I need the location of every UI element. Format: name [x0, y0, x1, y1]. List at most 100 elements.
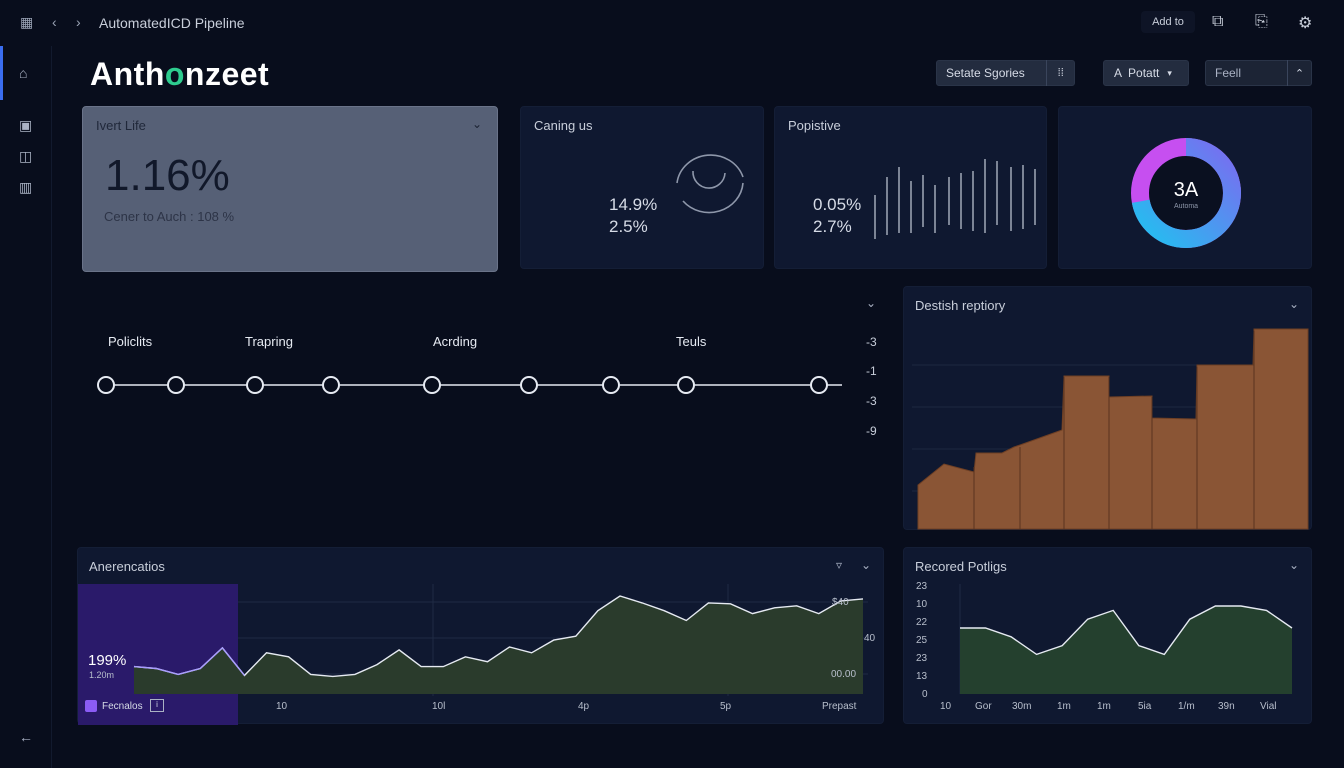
bar-area-chart [912, 328, 1309, 530]
y-axis-label: 23 [916, 581, 928, 592]
y-axis-label: 10 [916, 599, 928, 610]
area-chart-card[interactable]: Anerencatios ▿ ⌄ 199% 1.20m Fecnalos i 1… [77, 547, 884, 725]
pipeline-node[interactable] [322, 376, 340, 394]
highlight-region [78, 584, 238, 725]
chevron-down-icon: ▾ [1167, 67, 1172, 78]
x-axis-label: 10 [940, 701, 952, 712]
positive-value-1: 0.05% [813, 195, 862, 214]
pipeline-node[interactable] [97, 376, 115, 394]
y-axis-label: 40 [864, 633, 876, 644]
donut-card[interactable]: 3A Automa [1058, 106, 1312, 269]
area-line [133, 595, 864, 678]
chevron-down-icon[interactable]: ⌄ [861, 558, 872, 572]
y-axis-label: 0 [922, 689, 928, 700]
pipeline-node[interactable] [246, 376, 264, 394]
forward-icon[interactable]: › [76, 14, 81, 30]
x-axis-label: 30m [1012, 701, 1032, 712]
gauge-icon [676, 154, 744, 214]
add-to-button[interactable]: Add to [1141, 11, 1195, 33]
area-chart-right [959, 584, 1293, 694]
pipeline-node[interactable] [423, 376, 441, 394]
legend-swatch [85, 700, 97, 712]
x-axis-label: 39n [1218, 701, 1235, 712]
info-icon[interactable]: i [150, 699, 164, 712]
grid-icon[interactable]: ▦ [20, 14, 34, 30]
bar-chart-card[interactable]: Destish reptiory ⌄ [903, 286, 1312, 530]
pipeline-node[interactable] [810, 376, 828, 394]
x-axis-label: Prepast [822, 701, 857, 712]
pipeline-axis-label: -1 [866, 364, 877, 378]
stage-label: Acrding [433, 334, 478, 349]
y-axis-label: 13 [916, 671, 928, 682]
search-field[interactable]: Feell ⌃ [1205, 60, 1312, 86]
briefcase-icon[interactable]: ▣ [19, 117, 33, 133]
kpi-card[interactable]: Ivert Life ⌄ 1.16% Cener to Auch : 108 % [82, 106, 498, 272]
back-icon[interactable]: ‹ [52, 14, 57, 30]
area-right-title: Recored Potligs [915, 559, 1007, 574]
caring-value-1: 14.9% [609, 195, 658, 214]
x-axis-label: 10 [276, 701, 288, 712]
legend-label: Fecnalos [102, 701, 143, 712]
home-icon[interactable]: ⌂ [19, 65, 28, 81]
sparkline-bars [874, 159, 1036, 239]
x-axis-label: 1/m [1178, 701, 1195, 712]
x-axis-label: Vial [1260, 701, 1277, 712]
bar-card-title: Destish reptiory [915, 298, 1006, 313]
filter-icon[interactable]: ⁞⁞ [1046, 60, 1074, 86]
text-icon: A [1114, 66, 1123, 80]
area-fill [134, 596, 863, 694]
area-left-value-sub: 1.20m [89, 670, 115, 680]
layout-icon[interactable]: ◫ [19, 148, 33, 164]
stage-label: Trapring [245, 334, 293, 349]
pipeline-node[interactable] [167, 376, 185, 394]
x-axis-label: 1m [1057, 701, 1071, 712]
chevron-down-icon[interactable]: ⌄ [1289, 558, 1300, 572]
area-left-value: 199% [88, 652, 127, 669]
caring-card[interactable]: Caning us 14.9% 2.5% [520, 106, 764, 269]
filter-funnel-icon[interactable]: ▿ [836, 558, 843, 572]
chevron-down-icon[interactable]: ⌄ [1289, 297, 1300, 311]
kpi-value: 1.16% [105, 151, 230, 200]
share-icon[interactable]: ⎘ [1255, 13, 1268, 30]
donut-caption: Automa [1173, 203, 1199, 210]
donut-value: 3A [1173, 179, 1199, 201]
pipeline-chevron-icon[interactable]: ⌄ [866, 296, 877, 310]
pipeline-node[interactable] [520, 376, 538, 394]
caring-title: Caning us [534, 118, 593, 133]
x-axis-label: 5ia [1138, 701, 1152, 712]
positive-value-2: 2.7% [813, 217, 852, 236]
y-axis-label: 22 [916, 617, 928, 628]
y-axis-label: $40 [832, 597, 849, 608]
kpi-title: Ivert Life [96, 118, 146, 133]
positive-card[interactable]: Popistive 0.05% 2.7% [774, 106, 1047, 269]
x-axis-label: 1m [1097, 701, 1111, 712]
pipeline-axis-label: -3 [866, 335, 877, 349]
donut-arc [1131, 138, 1241, 248]
category-select[interactable]: Setate Sgories ⁞⁞ [936, 60, 1075, 86]
action-dropdown[interactable]: A Potatt ▾ [1103, 60, 1189, 86]
x-axis-label: 5p [720, 701, 732, 712]
bar-area-fill [917, 328, 1309, 530]
kpi-subtitle: Cener to Auch : 108 % [104, 209, 235, 224]
caring-value-2: 2.5% [609, 217, 648, 236]
highlight-line [133, 646, 246, 676]
y-axis-label: 25 [916, 635, 928, 646]
settings-icon[interactable]: ⚙ [1298, 15, 1313, 32]
pipeline-node[interactable] [677, 376, 695, 394]
copy-icon[interactable]: ⧉ [1212, 13, 1224, 30]
app-logo-text: Anthonzeet [90, 56, 270, 92]
pipeline-node[interactable] [602, 376, 620, 394]
chevron-up-icon[interactable]: ⌃ [1287, 60, 1311, 86]
back-arrow-icon[interactable]: ← [19, 729, 33, 745]
y-axis-label: 23 [916, 653, 928, 664]
chevron-down-icon[interactable]: ⌄ [472, 117, 483, 131]
pipeline-axis-label: -9 [866, 424, 877, 438]
area-card-title: Anerencatios [89, 559, 165, 574]
donut-chart [1131, 138, 1241, 248]
x-axis-label: Gor [975, 701, 992, 712]
x-axis-label: 4p [578, 701, 590, 712]
stage-label: Teuls [676, 334, 707, 349]
library-icon[interactable]: ▥ [19, 179, 33, 195]
area-chart-card-right[interactable]: Recored Potligs ⌄ 23 10 22 25 23 13 0 10… [903, 547, 1312, 724]
sidebar [0, 46, 52, 768]
